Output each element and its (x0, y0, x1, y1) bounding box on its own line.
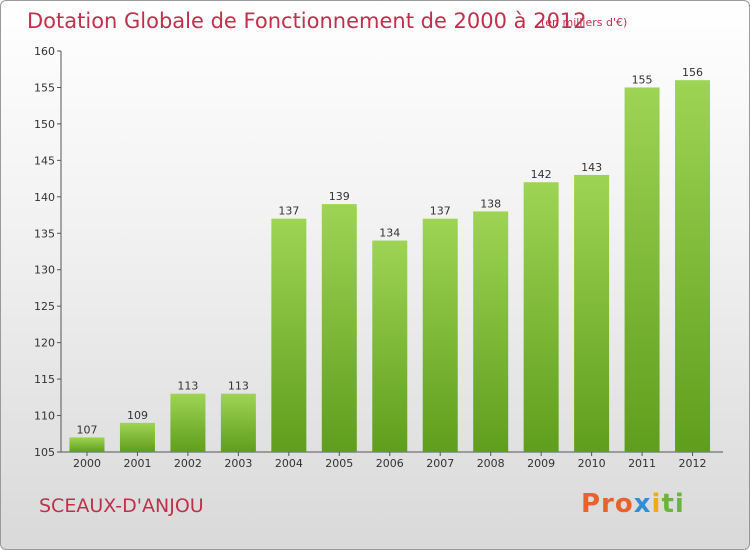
value-labels: 107 109 113 113 137 139 134 137 138 142 143 155 156 (77, 66, 704, 436)
value-label-2003: 113 (228, 380, 249, 393)
value-label-2000: 107 (77, 423, 98, 436)
bar-2002 (170, 393, 206, 452)
y-tick-label: 110 (34, 410, 55, 423)
y-tick-label: 115 (34, 373, 55, 386)
x-tick-label: 2007 (426, 457, 454, 470)
bar-2011 (624, 87, 660, 453)
x-tick-label: 2000 (73, 457, 101, 470)
chart-subtitle: (en milliers d'€) (541, 16, 628, 29)
bar-2004 (271, 218, 307, 452)
x-tick-label: 2002 (174, 457, 202, 470)
x-tick-label: 2006 (376, 457, 404, 470)
axes: 105 110 115 120 125 130 135 140 145 150 155 160 2000… (34, 45, 723, 470)
bar-2012 (675, 80, 711, 452)
y-tick-label: 120 (34, 337, 55, 350)
brand-part-2: x (633, 489, 652, 519)
brand-part-4: ti (661, 489, 685, 519)
value-label-2004: 137 (278, 205, 299, 218)
bar-2003 (220, 393, 256, 452)
brand-logo: Proxiti (581, 489, 685, 519)
y-tick-label: 145 (34, 154, 55, 167)
x-tick-label: 2009 (527, 457, 555, 470)
bar-2009 (523, 182, 559, 452)
x-tick-label: 2008 (477, 457, 505, 470)
value-label-2001: 109 (127, 409, 148, 422)
bar-2000 (69, 437, 105, 452)
bar-2010 (574, 174, 610, 453)
y-tick-label: 140 (34, 191, 55, 204)
brand-part-3: i (651, 489, 662, 519)
value-label-2010: 143 (581, 161, 602, 174)
value-label-2009: 142 (531, 168, 552, 181)
y-tick-label: 155 (34, 81, 55, 94)
y-tick-label: 125 (34, 300, 55, 313)
y-tick-label: 130 (34, 264, 55, 277)
y-tick-label: 135 (34, 227, 55, 240)
bars (69, 80, 711, 453)
x-tick-label: 2010 (578, 457, 606, 470)
bar-2008 (473, 211, 509, 452)
bar-2005 (321, 204, 357, 452)
y-tick-label: 105 (34, 446, 55, 459)
bar-2001 (119, 422, 155, 452)
y-tick-label: 150 (34, 118, 55, 131)
chart-title: Dotation Globale de Fonctionnement de 20… (27, 9, 587, 33)
value-label-2006: 134 (379, 227, 400, 240)
value-label-2002: 113 (177, 380, 198, 393)
x-tick-label: 2011 (628, 457, 656, 470)
x-tick-label: 2003 (224, 457, 252, 470)
value-label-2005: 139 (329, 190, 350, 203)
value-label-2012: 156 (682, 66, 703, 79)
place-name: SCEAUX-D'ANJOU (39, 495, 204, 517)
value-label-2008: 138 (480, 197, 501, 210)
x-tick-label: 2005 (325, 457, 353, 470)
x-tick-label: 2001 (123, 457, 151, 470)
value-label-2007: 137 (430, 205, 451, 218)
y-tick-label: 160 (34, 45, 55, 58)
x-tick-label: 2004 (275, 457, 303, 470)
bar-2007 (422, 218, 458, 452)
value-label-2011: 155 (632, 73, 653, 86)
bar-2006 (372, 240, 408, 452)
brand-part-1: Pro (581, 489, 634, 519)
x-tick-label: 2012 (679, 457, 707, 470)
